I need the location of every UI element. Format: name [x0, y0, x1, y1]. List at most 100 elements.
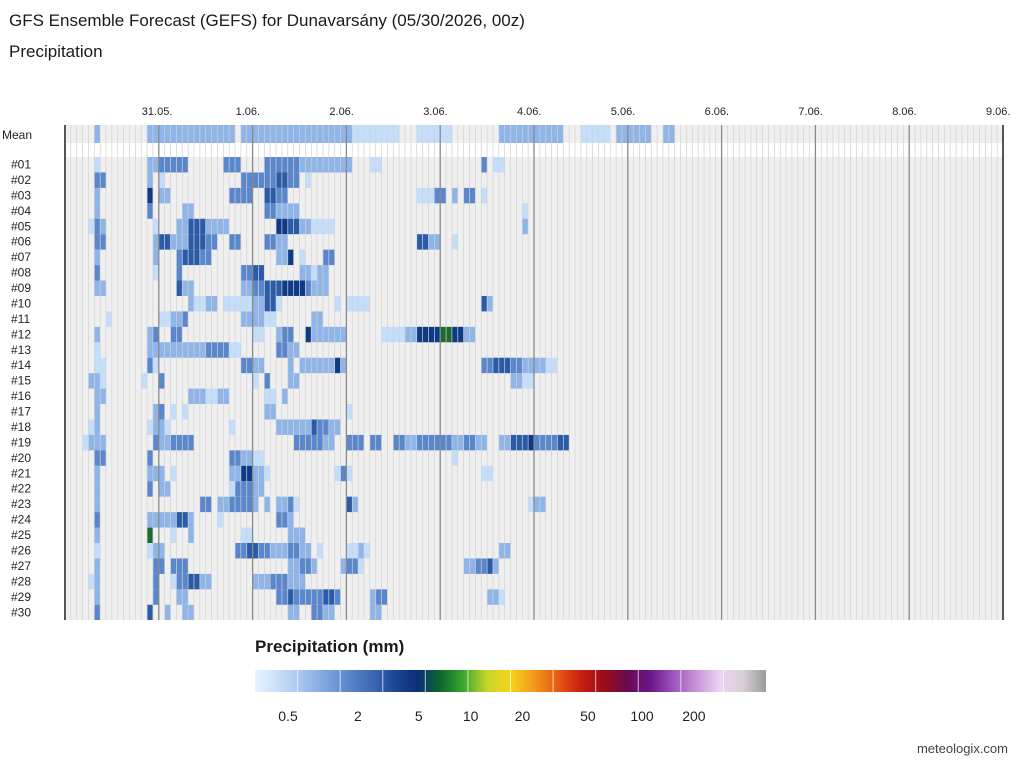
legend-tick-label: 20	[515, 708, 531, 724]
legend-tick-label: 5	[415, 708, 423, 724]
row-label: #20	[11, 451, 31, 465]
heatmap-cell	[346, 434, 364, 451]
day-label: 2.06.	[329, 106, 353, 118]
heatmap-cell	[252, 573, 271, 590]
row-label: #04	[11, 204, 31, 218]
heatmap-cell	[176, 249, 183, 266]
heatmap-cell	[223, 157, 241, 173]
heatmap-cell	[94, 558, 101, 574]
heatmap-cell	[94, 589, 101, 605]
legend-tick-label: 2	[354, 708, 362, 724]
heatmap-cell	[487, 295, 493, 312]
heatmap-cell	[94, 573, 101, 590]
row-label: #26	[11, 544, 31, 558]
heatmap-cell	[276, 295, 282, 312]
row-label: #14	[11, 358, 31, 372]
heatmap-cell	[147, 604, 153, 620]
heatmap-cell	[170, 404, 177, 420]
heatmap-cell	[182, 249, 200, 266]
heatmap-cell	[94, 203, 101, 219]
heatmap-cell	[264, 465, 271, 482]
heatmap-cell	[340, 465, 347, 482]
heatmap-cell	[182, 404, 189, 420]
heatmap-cell	[287, 357, 294, 374]
heatmap-cell	[311, 280, 329, 296]
heatmap-cell	[152, 326, 159, 343]
row-label: #27	[11, 559, 31, 573]
heatmap-cell	[94, 265, 101, 281]
heatmap-cell	[188, 295, 194, 312]
credit-text: meteologix.com	[916, 741, 1008, 756]
heatmap-cell	[311, 419, 318, 435]
heatmap-cell	[293, 496, 300, 513]
heatmap-cell	[147, 357, 153, 374]
heatmap-cell	[522, 218, 529, 235]
heatmap-cell	[352, 496, 359, 513]
row-label: #06	[11, 235, 31, 249]
heatmap-cell	[340, 357, 347, 374]
heatmap-cell	[94, 543, 101, 559]
heatmap-cell	[170, 234, 189, 250]
chart-subtitle: Precipitation	[9, 42, 103, 61]
row-label: #07	[11, 250, 31, 264]
heatmap-cell	[147, 543, 153, 559]
heatmap-cell	[152, 434, 159, 451]
heatmap-cell	[147, 187, 153, 204]
heatmap-cell	[276, 326, 282, 343]
heatmap-cell	[358, 558, 364, 574]
heatmap-cell	[358, 543, 364, 559]
heatmap-cell	[293, 589, 312, 605]
heatmap-cell	[164, 604, 171, 620]
heatmap-cell	[451, 187, 458, 204]
heatmap-cell	[152, 265, 159, 281]
heatmap-cell	[100, 373, 107, 389]
heatmap-cell	[176, 280, 183, 296]
legend-tick-label: 10	[463, 708, 479, 724]
heatmap-cell	[264, 373, 271, 389]
heatmap-cell	[334, 465, 341, 482]
heatmap-cell	[287, 573, 306, 590]
heatmap-cell	[152, 404, 159, 420]
heatmap-cell	[299, 249, 306, 266]
heatmap-cell	[188, 218, 206, 235]
heatmap-cell	[528, 434, 534, 451]
heatmap-cell	[176, 265, 183, 281]
chart-title: GFS Ensemble Forecast (GEFS) for Dunavar…	[9, 11, 525, 30]
heatmap-cell	[299, 527, 306, 543]
row-label: #10	[11, 296, 31, 310]
heatmap-cell	[152, 589, 159, 605]
heatmap-cell	[492, 558, 499, 574]
row-label: #02	[11, 173, 31, 187]
heatmap-cell	[147, 326, 153, 343]
heatmap-cell	[252, 496, 259, 513]
ensemble-heatmap: 31.05. 1.06. 2.06. 3.06. 4.06. 5.06. 6.06. 7.06…	[2, 106, 1010, 620]
heatmap-cell	[158, 512, 177, 528]
heatmap-cell	[170, 573, 177, 590]
heatmap-cell	[481, 295, 488, 312]
heatmap-cell	[481, 187, 488, 204]
heatmap-cell	[498, 589, 505, 605]
heatmap-cell	[346, 465, 353, 482]
heatmap-cell	[311, 265, 318, 281]
row-label: Mean	[2, 128, 32, 142]
row-label: #24	[11, 513, 31, 527]
heatmap-cell	[305, 434, 323, 451]
row-label: #17	[11, 405, 31, 419]
heatmap-cell	[416, 434, 435, 451]
heatmap-cell	[158, 172, 165, 188]
row-label: #22	[11, 482, 31, 496]
row-label: #12	[11, 327, 31, 341]
row-label: #28	[11, 574, 31, 588]
heatmap-cell	[311, 558, 318, 574]
row-label: #09	[11, 281, 31, 295]
heatmap-cell	[170, 558, 189, 574]
heatmap-cell	[451, 450, 458, 466]
row-label: #05	[11, 219, 31, 233]
heatmap-cell	[158, 404, 165, 420]
heatmap-cell	[287, 512, 294, 528]
legend-tick-label: 0.5	[278, 708, 298, 724]
heatmap-cell	[528, 496, 534, 513]
row-label: #30	[11, 605, 31, 619]
heatmap-cell	[141, 373, 148, 389]
heatmap-cell	[270, 543, 277, 559]
